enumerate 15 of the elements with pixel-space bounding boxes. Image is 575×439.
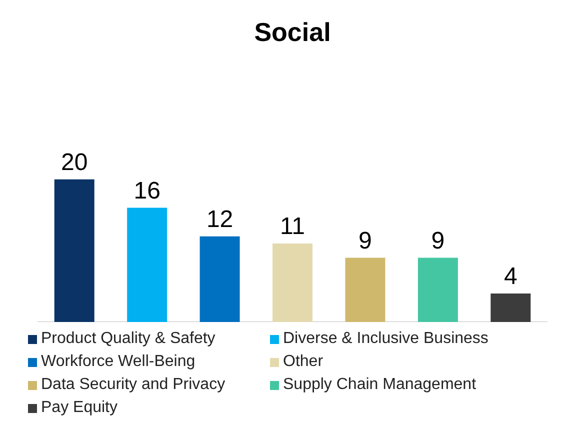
data-label: 16 — [134, 177, 160, 204]
chart-title: Social — [254, 16, 331, 47]
legend-label: Data Security and Privacy — [41, 376, 226, 394]
legend-label: Pay Equity — [41, 399, 118, 417]
data-label: 9 — [358, 227, 372, 254]
data-label: 4 — [504, 263, 518, 290]
legend-label: Supply Chain Management — [283, 376, 476, 394]
legend-label: Diverse & Inclusive Business — [283, 330, 488, 348]
data-label: 20 — [61, 148, 88, 176]
legend-label: Other — [283, 353, 324, 371]
data-label: 11 — [280, 213, 305, 240]
legend-label: Product Quality & Safety — [41, 330, 216, 348]
data-label: 12 — [206, 206, 234, 233]
legend-label: Workforce Well-Being — [41, 353, 196, 371]
data-label: 9 — [431, 227, 445, 254]
